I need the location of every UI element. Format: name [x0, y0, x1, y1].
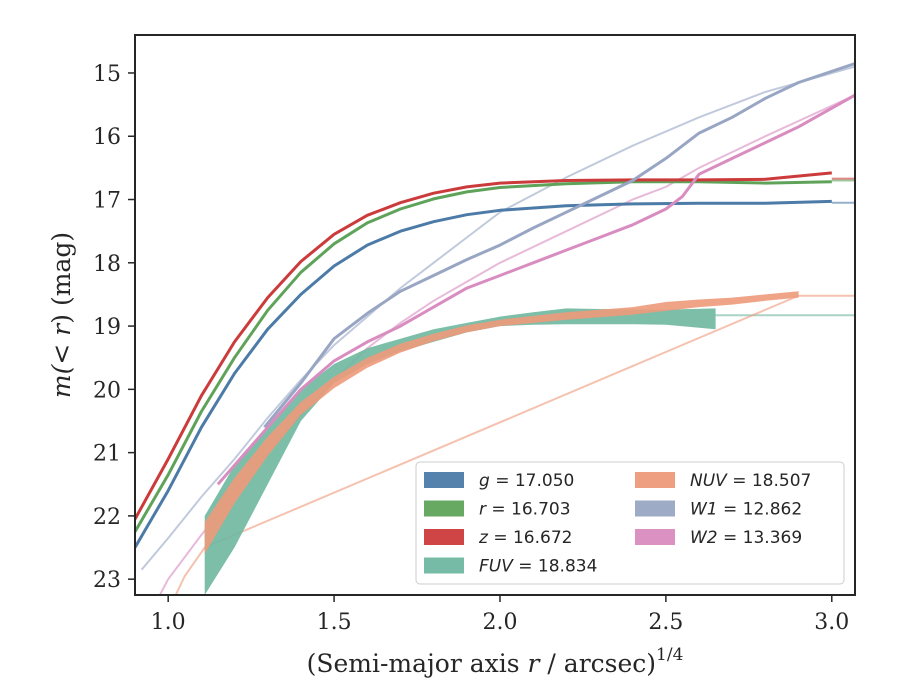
legend-label-fuv: FUV = 18.834 — [479, 557, 597, 577]
legend-label-z: z = 16.672 — [478, 528, 572, 548]
plot-frame — [134, 34, 856, 596]
series-line-z — [135, 171, 832, 520]
model-line-w1 — [140, 65, 855, 571]
series-line-r — [135, 180, 832, 533]
legend-swatch-w2 — [635, 529, 675, 545]
legend: g = 17.050 r = 16.703 z = 16.672 FUV = 18.8… — [415, 461, 845, 585]
axis-labels: (Semi-major axis r / arcsec)1/4 m(< r) (… — [47, 232, 683, 678]
series-line-g — [135, 199, 832, 549]
legend-label-r: r = 16.703 — [479, 500, 571, 520]
y-tick-label: 16 — [93, 125, 121, 150]
legend-swatch-nuv — [635, 472, 675, 488]
legend-swatch-z — [424, 529, 464, 545]
legend-swatch-r — [424, 500, 464, 517]
legend-label-g: g = 17.050 — [479, 471, 574, 491]
x-axis-label: (Semi-major axis r / arcsec)1/4 — [307, 645, 684, 678]
axes: 1.0 1.5 2.0 2.5 3.0 15 16 17 18 19 20 21 22 23 — [93, 34, 856, 635]
y-axis-label: m(< r) (mag) — [47, 232, 76, 398]
plot-area — [135, 62, 855, 595]
legend-label-w2: W2 = 13.369 — [690, 528, 802, 548]
legend-swatch-fuv — [424, 557, 464, 574]
legend-box — [415, 461, 845, 585]
y-tick-label: 19 — [93, 315, 121, 340]
y-tick-label: 22 — [93, 505, 121, 530]
legend-swatch-g — [424, 472, 464, 488]
y-tick-label: 23 — [93, 568, 121, 593]
x-tick-label: 3.0 — [814, 610, 849, 635]
legend-swatch-w1 — [635, 500, 675, 517]
x-tick-label: 1.0 — [151, 610, 186, 635]
series-line-w1 — [263, 62, 855, 429]
x-tick-label: 2.5 — [648, 610, 683, 635]
legend-label-w1: W1 = 12.862 — [690, 500, 802, 520]
series-line-w2 — [216, 93, 855, 486]
x-tick-label: 2.0 — [482, 610, 517, 635]
y-tick-label: 21 — [93, 442, 121, 467]
y-tick-label: 20 — [93, 378, 121, 403]
y-tick-label: 17 — [93, 189, 121, 214]
y-tick-label: 18 — [93, 252, 121, 277]
x-tick-label: 1.5 — [317, 610, 352, 635]
legend-label-nuv: NUV = 18.507 — [690, 471, 811, 491]
y-tick-label: 15 — [93, 62, 121, 87]
